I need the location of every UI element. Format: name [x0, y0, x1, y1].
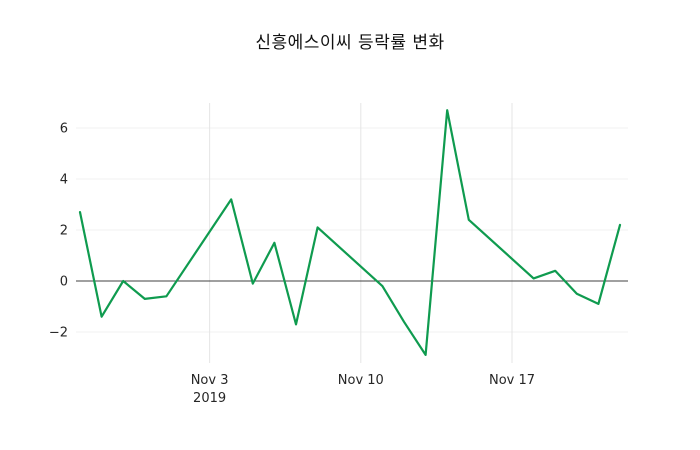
x-tick-sublabel: 2019	[193, 391, 226, 406]
chart-title: 신흥에스이씨 등락률 변화	[255, 33, 445, 53]
y-tick-label: 2	[60, 224, 68, 239]
y-tick-label: −2	[49, 326, 68, 341]
y-tick-label: 0	[60, 275, 68, 290]
y-tick-label: 6	[60, 122, 68, 137]
x-tick-label: Nov 17	[489, 373, 535, 388]
series-line	[78, 109, 622, 356]
x-tick-label: Nov 10	[338, 373, 384, 388]
x-tick-label: Nov 3	[191, 373, 229, 388]
y-tick-label: 4	[60, 173, 68, 188]
